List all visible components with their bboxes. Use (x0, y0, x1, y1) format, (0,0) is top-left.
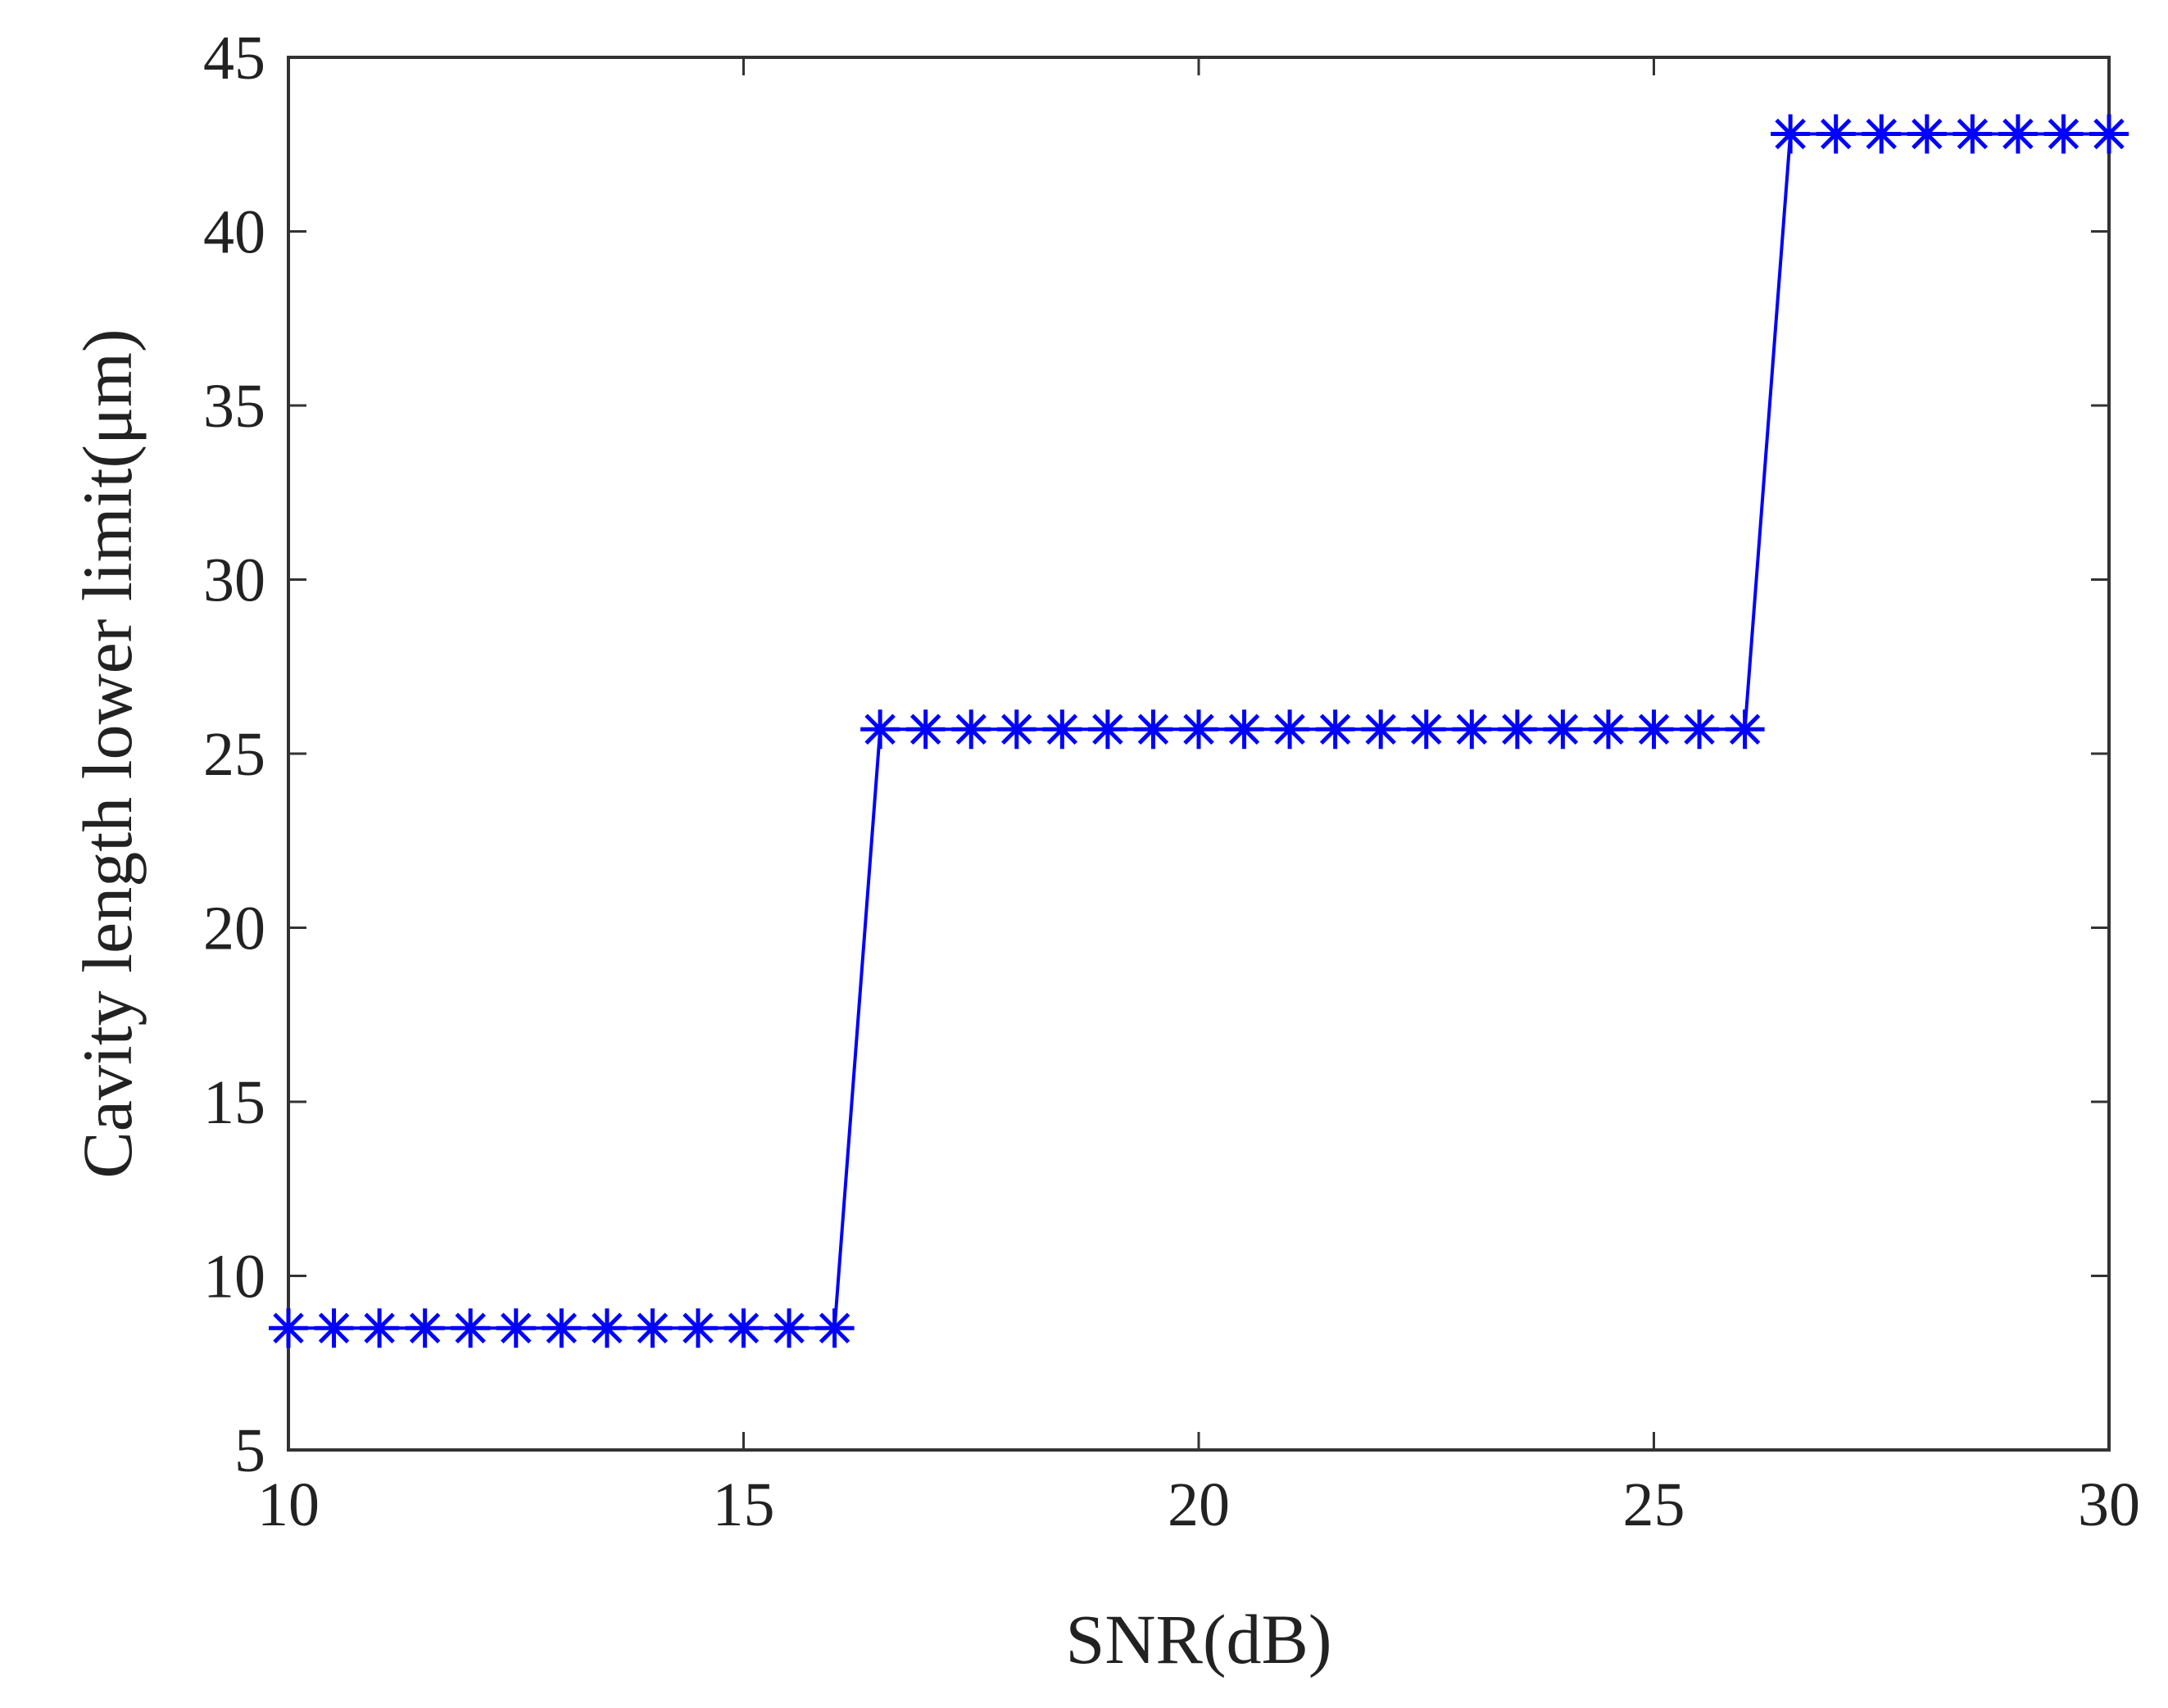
data-point-marker (1497, 709, 1537, 750)
x-axis-label: SNR(dB) (1066, 1600, 1332, 1679)
data-point-marker (1862, 114, 1902, 154)
data-point-marker (1907, 114, 1947, 154)
y-tick-label: 45 (203, 24, 265, 93)
data-point-marker (1680, 709, 1720, 750)
y-tick-label: 20 (203, 895, 265, 963)
y-tick-label: 15 (203, 1068, 265, 1137)
y-tick-labels: 5 10 15 20 25 30 35 40 45 (203, 24, 265, 1485)
data-point-marker (996, 709, 1036, 750)
x-tick-label: 20 (1168, 1470, 1230, 1539)
data-point-marker (1315, 709, 1355, 750)
data-point-marker (905, 709, 946, 750)
data-point-marker (1270, 709, 1310, 750)
data-point-marker (1452, 709, 1492, 750)
data-point-marker (1042, 709, 1082, 750)
plot-frame (287, 56, 2111, 1452)
data-point-marker (314, 1308, 354, 1348)
x-tick-label: 30 (2078, 1470, 2140, 1539)
y-tick-label: 30 (203, 546, 265, 615)
data-markers (269, 114, 2129, 1348)
data-point-marker (951, 709, 991, 750)
data-point-marker (542, 1308, 582, 1348)
data-point-marker (1953, 114, 1993, 154)
y-tick-label: 40 (203, 198, 265, 267)
y-tick-label: 25 (203, 720, 265, 789)
data-point-marker (1406, 709, 1446, 750)
data-point-marker (1543, 709, 1583, 750)
x-tick-label: 10 (257, 1470, 320, 1539)
data-point-marker (860, 709, 900, 750)
x-tick-labels: 10 15 20 25 30 (257, 1470, 2140, 1539)
y-axis-label: Cavity length lower limit(μm) (68, 328, 147, 1178)
data-point-marker (769, 1308, 810, 1348)
data-point-marker (2043, 114, 2084, 154)
y-tick-label: 5 (234, 1416, 265, 1485)
data-point-marker (269, 1308, 308, 1348)
data-point-marker (1133, 709, 1173, 750)
data-point-marker (405, 1308, 445, 1348)
data-point-marker (723, 1308, 764, 1348)
data-point-marker (1087, 709, 1127, 750)
x-tick-label: 25 (1623, 1470, 1685, 1539)
data-point-marker (1634, 709, 1674, 750)
data-point-marker (1179, 709, 1218, 750)
data-point-marker (1816, 114, 1856, 154)
data-point-marker (587, 1308, 627, 1348)
data-point-marker (678, 1308, 718, 1348)
data-point-marker (496, 1308, 536, 1348)
data-point-marker (814, 1308, 855, 1348)
data-point-marker (1998, 114, 2038, 154)
data-point-marker (633, 1308, 673, 1348)
data-point-marker (1725, 709, 1765, 750)
data-point-marker (2089, 114, 2129, 154)
axis-ticks (287, 56, 2111, 1452)
data-point-marker (1771, 114, 1811, 154)
y-tick-label: 35 (203, 372, 265, 441)
y-tick-label: 10 (203, 1243, 265, 1312)
data-point-marker (1224, 709, 1264, 750)
data-point-marker (1361, 709, 1401, 750)
data-point-marker (451, 1308, 491, 1348)
data-point-marker (360, 1308, 400, 1348)
x-tick-label: 15 (713, 1470, 775, 1539)
data-point-marker (1588, 709, 1628, 750)
